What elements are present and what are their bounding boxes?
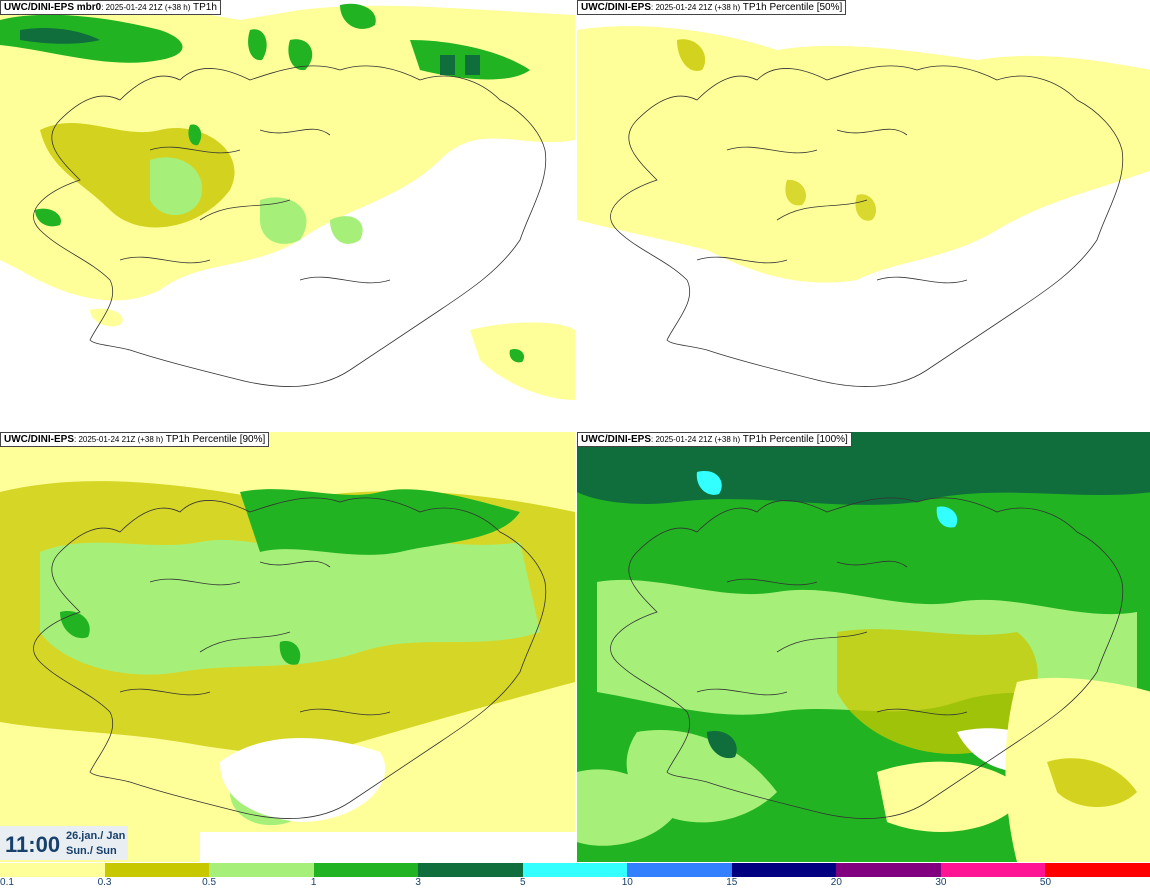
legend-swatch [940, 863, 1046, 877]
legend-label: 0.1 [0, 877, 14, 888]
precip-map-mbr0 [0, 3, 575, 400]
valid-time-box: 11:00 26.jan./ Jan Sun./ Sun [0, 826, 128, 860]
legend-swatch [522, 863, 628, 877]
precip-map-percentile-50 [577, 26, 1150, 387]
map-panel-percentile-50: UWC/DINI-EPS: 2025-01-24 21Z (+38 h) TP1… [577, 0, 1150, 430]
legend-swatch [1045, 863, 1150, 877]
legend-label: 3 [415, 877, 421, 888]
legend-label: 15 [726, 877, 738, 888]
legend-label: 10 [621, 877, 633, 888]
coastline [33, 497, 547, 819]
panel-divider-horizontal [0, 430, 1150, 432]
map-panel-percentile-100: UWC/DINI-EPS: 2025-01-24 21Z (+38 h) TP1… [577, 432, 1150, 862]
legend-swatch [731, 863, 837, 877]
legend-swatch [418, 863, 523, 877]
coastline [610, 65, 1124, 387]
coastline [33, 65, 547, 387]
precip-field [577, 432, 1150, 862]
precip-legend: 0.1 0.3 0.5 1 3 5 10 15 20 30 50 [0, 862, 1150, 891]
legend-label: 50 [1039, 877, 1052, 888]
panel-title-mbr0: UWC/DINI-EPS mbr0: 2025-01-24 21Z (+38 h… [0, 0, 221, 15]
legend-label: 0.5 [202, 877, 217, 888]
precip-field [0, 3, 575, 400]
legend-swatch [104, 863, 210, 877]
legend-color-bar [0, 863, 1150, 877]
precip-field [577, 26, 1150, 283]
valid-weekday: Sun./ Sun [66, 845, 117, 857]
legend-label: 0.3 [97, 877, 112, 888]
legend-swatch [313, 863, 419, 877]
legend-label: 20 [830, 877, 842, 888]
valid-date: 26.jan./ Jan [66, 830, 126, 842]
panel-title-percentile-90: UWC/DINI-EPS: 2025-01-24 21Z (+38 h) TP1… [0, 432, 270, 447]
map-panel-percentile-90: UWC/DINI-EPS: 2025-01-24 21Z (+38 h) TP1… [0, 432, 575, 862]
precip-map-percentile-100 [577, 432, 1150, 862]
legend-swatch [209, 863, 314, 877]
coastline [610, 497, 1124, 819]
precip-map-percentile-90 [0, 432, 575, 862]
panel-title-percentile-50: UWC/DINI-EPS: 2025-01-24 21Z (+38 h) TP1… [577, 0, 847, 15]
legend-swatch [836, 863, 941, 877]
precip-field [0, 432, 575, 862]
legend-swatch [0, 863, 105, 877]
legend-label: 1 [310, 877, 317, 888]
map-panel-mbr0: UWC/DINI-EPS mbr0: 2025-01-24 21Z (+38 h… [0, 0, 575, 430]
legend-swatch [627, 863, 732, 877]
legend-label: 5 [519, 877, 526, 888]
valid-time: 11:00 [5, 832, 61, 857]
panel-title-percentile-100: UWC/DINI-EPS: 2025-01-24 21Z (+38 h) TP1… [577, 432, 852, 447]
legend-label: 30 [935, 877, 947, 888]
